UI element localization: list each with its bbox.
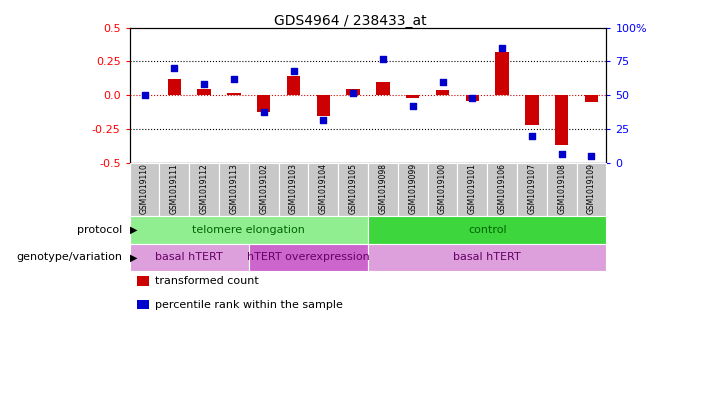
Point	[198, 81, 210, 88]
Bar	[287, 76, 300, 95]
Bar	[257, 95, 271, 112]
Text: percentile rank within the sample: percentile rank within the sample	[155, 299, 343, 310]
Text: genotype/variation: genotype/variation	[17, 252, 123, 263]
Point	[586, 153, 597, 160]
Bar	[168, 79, 181, 95]
Text: GSM1019101: GSM1019101	[468, 163, 477, 214]
Bar	[555, 95, 569, 145]
Text: basal hTERT: basal hTERT	[454, 252, 521, 263]
Text: GSM1019112: GSM1019112	[200, 163, 209, 214]
Bar	[585, 95, 598, 102]
Text: telomere elongation: telomere elongation	[192, 225, 306, 235]
Text: GSM1019108: GSM1019108	[557, 163, 566, 214]
Text: GSM1019103: GSM1019103	[289, 163, 298, 214]
Point	[377, 55, 388, 62]
Point	[407, 103, 418, 109]
Text: ▶: ▶	[130, 252, 137, 263]
Bar	[436, 90, 449, 95]
Point	[169, 65, 180, 71]
Bar	[317, 95, 330, 116]
Bar	[496, 52, 509, 95]
Text: GSM1019109: GSM1019109	[587, 163, 596, 214]
Bar	[465, 95, 479, 101]
Text: GSM1019104: GSM1019104	[319, 163, 328, 214]
Point	[258, 108, 269, 115]
Bar	[227, 93, 240, 95]
Bar	[376, 82, 390, 95]
Point	[229, 76, 240, 82]
Point	[437, 79, 448, 85]
Text: GSM1019107: GSM1019107	[527, 163, 536, 214]
Point	[556, 151, 567, 157]
Bar	[406, 95, 419, 98]
Point	[288, 68, 299, 74]
Bar	[346, 88, 360, 95]
Bar	[525, 95, 538, 125]
Point	[139, 92, 150, 98]
Text: GSM1019098: GSM1019098	[379, 163, 388, 214]
Point	[318, 117, 329, 123]
Text: GDS4964 / 238433_at: GDS4964 / 238433_at	[274, 14, 427, 28]
Text: control: control	[468, 225, 507, 235]
Text: GSM1019100: GSM1019100	[438, 163, 447, 214]
Text: GSM1019105: GSM1019105	[348, 163, 358, 214]
Text: protocol: protocol	[77, 225, 123, 235]
Text: GSM1019113: GSM1019113	[229, 163, 238, 214]
Text: ▶: ▶	[130, 225, 137, 235]
Text: basal hTERT: basal hTERT	[156, 252, 223, 263]
Point	[467, 95, 478, 101]
Text: GSM1019110: GSM1019110	[140, 163, 149, 214]
Text: GSM1019099: GSM1019099	[408, 163, 417, 214]
Text: GSM1019106: GSM1019106	[498, 163, 507, 214]
Point	[526, 133, 538, 139]
Text: GSM1019111: GSM1019111	[170, 163, 179, 214]
Text: hTERT overexpression: hTERT overexpression	[247, 252, 370, 263]
Text: GSM1019102: GSM1019102	[259, 163, 268, 214]
Point	[348, 90, 359, 96]
Point	[496, 45, 508, 51]
Text: transformed count: transformed count	[155, 276, 259, 286]
Bar	[198, 88, 211, 95]
